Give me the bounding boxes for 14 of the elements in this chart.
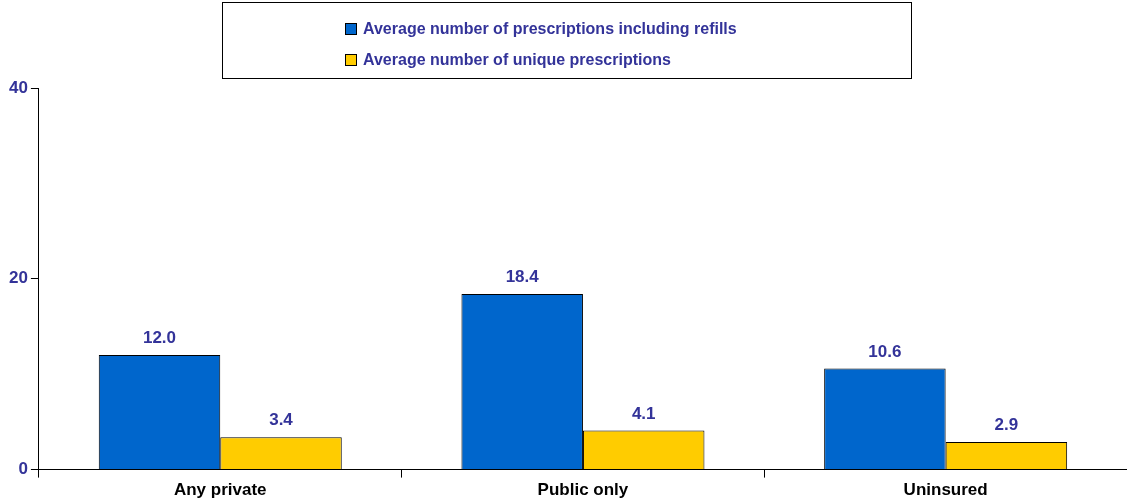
data-label: 4.1 [631, 403, 656, 423]
data-label: 2.9 [994, 415, 1019, 435]
y-tick-label: 20 [8, 268, 28, 288]
data-label: 12.0 [142, 328, 177, 348]
data-label: 18.4 [505, 267, 540, 287]
data-label: 3.4 [269, 410, 294, 430]
y-tick-label: 0 [18, 459, 28, 479]
x-tick-label: Any private [173, 480, 267, 500]
data-label: 10.6 [868, 341, 902, 361]
x-tick-label: Uninsured [903, 480, 988, 500]
legend-label: Average number of unique prescriptions [363, 50, 671, 69]
y-tick-label: 40 [8, 77, 28, 97]
legend-label: Average number of prescriptions including refills [363, 19, 737, 38]
x-tick-label: Public only [537, 480, 629, 500]
